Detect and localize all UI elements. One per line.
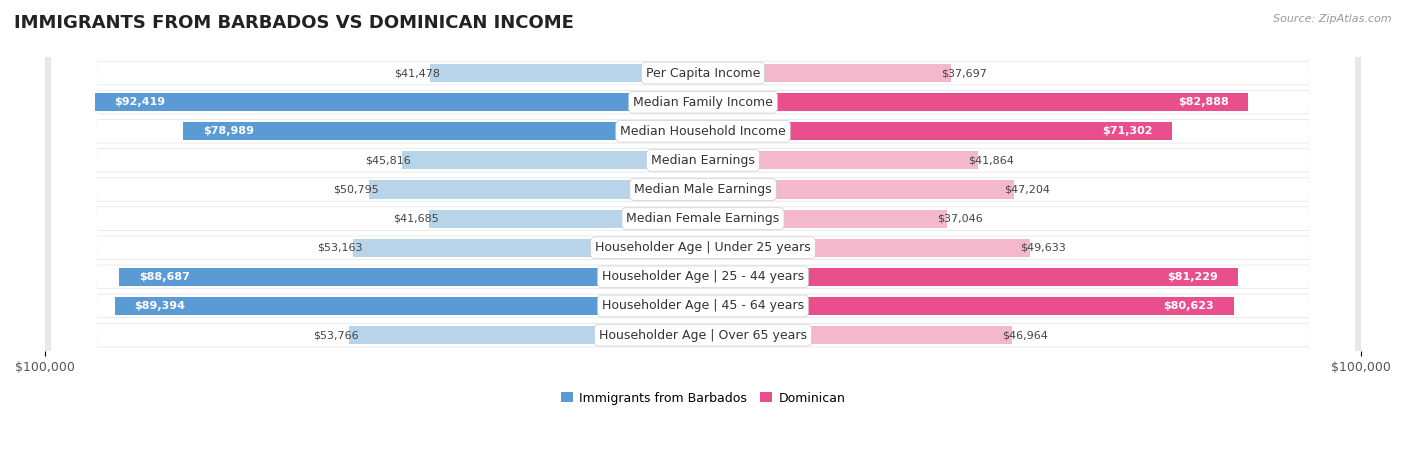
Bar	[703, 326, 1012, 344]
Bar	[703, 151, 979, 170]
Bar	[703, 297, 1233, 315]
Bar	[703, 93, 1249, 111]
FancyBboxPatch shape	[45, 0, 1361, 467]
Text: Median Earnings: Median Earnings	[651, 154, 755, 167]
Text: $45,816: $45,816	[366, 156, 412, 165]
Text: Median Household Income: Median Household Income	[620, 125, 786, 138]
FancyBboxPatch shape	[52, 0, 1354, 467]
Text: Householder Age | Over 65 years: Householder Age | Over 65 years	[599, 329, 807, 341]
Text: $37,046: $37,046	[936, 213, 983, 224]
Text: $88,687: $88,687	[139, 272, 190, 282]
Bar	[703, 64, 950, 82]
Text: $50,795: $50,795	[333, 184, 378, 195]
FancyBboxPatch shape	[52, 0, 1354, 467]
Bar	[703, 210, 946, 227]
Bar	[703, 180, 1014, 198]
Text: $41,685: $41,685	[392, 213, 439, 224]
FancyBboxPatch shape	[45, 0, 1361, 467]
Bar	[703, 122, 1173, 140]
Bar	[349, 326, 703, 344]
FancyBboxPatch shape	[52, 0, 1354, 467]
Text: $82,888: $82,888	[1178, 97, 1229, 107]
Bar	[703, 268, 1237, 286]
Text: $53,766: $53,766	[314, 330, 359, 340]
Text: $37,697: $37,697	[941, 68, 987, 78]
FancyBboxPatch shape	[45, 0, 1361, 467]
FancyBboxPatch shape	[45, 0, 1361, 467]
FancyBboxPatch shape	[45, 0, 1361, 467]
Text: Householder Age | Under 25 years: Householder Age | Under 25 years	[595, 241, 811, 254]
Text: Per Capita Income: Per Capita Income	[645, 66, 761, 79]
Text: $71,302: $71,302	[1102, 126, 1153, 136]
Bar	[115, 297, 703, 315]
FancyBboxPatch shape	[52, 0, 1354, 467]
Text: $41,478: $41,478	[394, 68, 440, 78]
FancyBboxPatch shape	[45, 0, 1361, 467]
Text: $80,623: $80,623	[1163, 301, 1213, 311]
Text: Median Female Earnings: Median Female Earnings	[627, 212, 779, 225]
Text: $47,204: $47,204	[1004, 184, 1050, 195]
Text: Source: ZipAtlas.com: Source: ZipAtlas.com	[1274, 14, 1392, 24]
Text: $49,633: $49,633	[1019, 243, 1066, 253]
Legend: Immigrants from Barbados, Dominican: Immigrants from Barbados, Dominican	[555, 387, 851, 410]
FancyBboxPatch shape	[52, 0, 1354, 467]
Text: $53,163: $53,163	[318, 243, 363, 253]
FancyBboxPatch shape	[52, 0, 1354, 467]
Text: Median Family Income: Median Family Income	[633, 96, 773, 109]
Bar	[429, 210, 703, 227]
Text: $78,989: $78,989	[202, 126, 254, 136]
FancyBboxPatch shape	[52, 0, 1354, 467]
FancyBboxPatch shape	[45, 0, 1361, 467]
FancyBboxPatch shape	[52, 0, 1354, 467]
Text: $89,394: $89,394	[135, 301, 186, 311]
Text: $81,229: $81,229	[1167, 272, 1218, 282]
Text: $41,864: $41,864	[969, 156, 1015, 165]
FancyBboxPatch shape	[52, 0, 1354, 467]
FancyBboxPatch shape	[45, 0, 1361, 467]
Text: Median Male Earnings: Median Male Earnings	[634, 183, 772, 196]
FancyBboxPatch shape	[45, 0, 1361, 467]
Text: IMMIGRANTS FROM BARBADOS VS DOMINICAN INCOME: IMMIGRANTS FROM BARBADOS VS DOMINICAN IN…	[14, 14, 574, 32]
Bar	[430, 64, 703, 82]
Bar	[353, 239, 703, 257]
Text: Householder Age | 45 - 64 years: Householder Age | 45 - 64 years	[602, 299, 804, 312]
Bar	[120, 268, 703, 286]
Text: $92,419: $92,419	[114, 97, 166, 107]
Bar	[703, 239, 1029, 257]
Text: Householder Age | 25 - 44 years: Householder Age | 25 - 44 years	[602, 270, 804, 283]
FancyBboxPatch shape	[52, 0, 1354, 467]
Bar	[402, 151, 703, 170]
Bar	[94, 93, 703, 111]
FancyBboxPatch shape	[45, 0, 1361, 467]
Bar	[183, 122, 703, 140]
Text: $46,964: $46,964	[1002, 330, 1047, 340]
Bar	[368, 180, 703, 198]
